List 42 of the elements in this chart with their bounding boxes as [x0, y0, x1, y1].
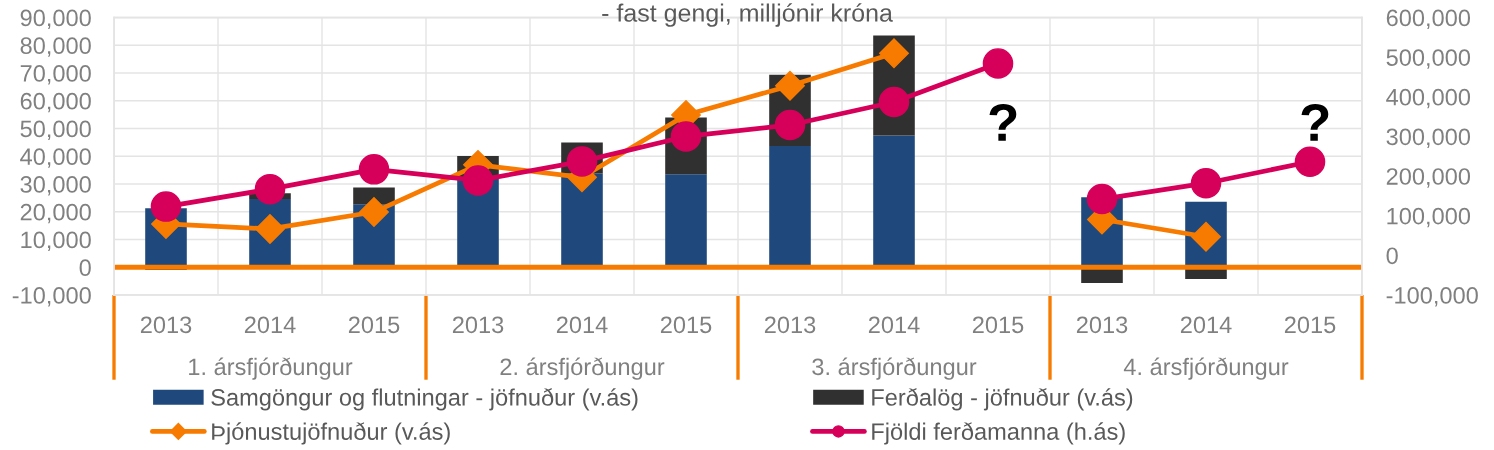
y2-tick-label: -100,000 — [1386, 287, 1478, 307]
text: 4. ársfjórðungur — [1123, 357, 1289, 380]
y-tick-label: 40,000 — [20, 148, 91, 168]
legend-label: Þjónustujöfnuður (v.ás) — [212, 422, 450, 445]
y-tick-label: 70,000 — [20, 65, 91, 85]
y-tick-label: 50,000 — [20, 120, 91, 141]
y-tick-label: 80,000 — [20, 37, 91, 57]
x-tick-label: 2015 — [1284, 316, 1336, 334]
y2-tick-label: 400,000 — [1386, 88, 1471, 109]
text: 3. ársfjórðungur — [812, 357, 977, 380]
x-tick-label: 2013 — [1076, 316, 1128, 334]
chart-title: - fast gengi, milljónir króna — [602, 3, 893, 27]
y2-tick-label: 200,000 — [1386, 168, 1471, 188]
legend-label: Samgöngur og flutningar - jöfnuður (v.ás) — [211, 388, 638, 411]
x-tick-label: 2014 — [556, 316, 608, 334]
x-tick-label: 2015 — [660, 316, 712, 334]
x-tick-label: 2013 — [140, 316, 192, 334]
y2-tick-label: 100,000 — [1387, 207, 1471, 228]
x-tick-label: 2015 — [972, 316, 1024, 334]
y2-tick-label: 600,000 — [1386, 9, 1471, 30]
x-tick-label: 2014 — [1180, 316, 1232, 334]
text: 1. ársfjórðungur — [189, 357, 353, 380]
y2-tick-label: 500,000 — [1386, 49, 1471, 69]
annotation: ? — [989, 103, 1017, 141]
x-tick-label: 2015 — [348, 316, 400, 334]
text: 2. ársfjórðungur — [500, 357, 665, 380]
x-tick-label: 2013 — [452, 316, 504, 334]
y-tick-label: 0 — [79, 259, 91, 277]
y-tick-label: 90,000 — [20, 9, 91, 30]
x-tick-label: 2014 — [244, 316, 296, 334]
y-tick-label: 10,000 — [21, 231, 91, 252]
y-tick-label: 60,000 — [20, 92, 91, 113]
x-tick-label: 2013 — [764, 316, 816, 334]
y2-tick-label: 0 — [1386, 247, 1398, 265]
annotation: ? — [1301, 103, 1329, 141]
y-tick-label: -10,000 — [12, 287, 91, 307]
y-tick-label: 30,000 — [20, 176, 91, 196]
y-tick-label: 20,000 — [20, 203, 91, 224]
legend-label: Fjöldi ferðamanna (h.ás) — [872, 422, 1125, 445]
y2-tick-label: 300,000 — [1386, 128, 1471, 149]
legend-label: Ferðalög - jöfnuður (v.ás) — [872, 388, 1133, 411]
x-tick-label: 2014 — [868, 316, 920, 334]
